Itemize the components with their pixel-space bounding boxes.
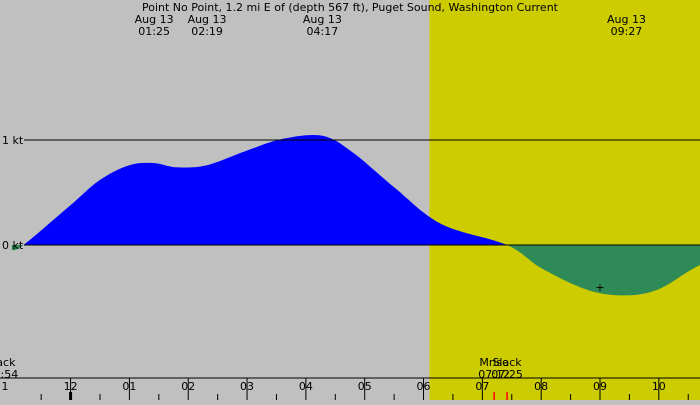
- hour-tick-label: 12: [64, 380, 78, 393]
- hour-tick-label: 03: [240, 380, 254, 393]
- chart-title: Point No Point, 1.2 mi E of (depth 567 f…: [142, 1, 559, 14]
- flood-current-area: [11, 135, 700, 245]
- event-time-label: 09:27: [611, 25, 643, 38]
- event-date-label: Aug 13: [135, 13, 174, 26]
- ebb-current-area: [11, 245, 700, 296]
- bottom-event-kind: Slack: [492, 356, 522, 369]
- y-tick-label: 1 kt: [2, 134, 24, 147]
- hour-tick-label: 10: [652, 380, 666, 393]
- daylight-band: [429, 0, 700, 400]
- event-date-label: Aug 13: [607, 13, 646, 26]
- bottom-event-time: 07:25: [491, 368, 523, 381]
- hour-tick-label: 06: [417, 380, 431, 393]
- bottom-event-time: 0:54: [0, 368, 18, 381]
- event-date-label: Aug 13: [303, 13, 342, 26]
- reference-lines: 1 kt 0 kt: [2, 134, 700, 252]
- hour-tick-label: 1: [2, 380, 9, 393]
- hour-tick-label: 07: [475, 380, 489, 393]
- event-time-label: 01:25: [138, 25, 170, 38]
- hour-tick-label: 01: [122, 380, 136, 393]
- hour-tick-label: 05: [358, 380, 372, 393]
- hour-tick-label: 04: [299, 380, 313, 393]
- hour-tick-label: 02: [181, 380, 195, 393]
- chart-marks: 1201020304050607080910111201020304050607…: [0, 13, 700, 400]
- hour-tick-label: 09: [593, 380, 607, 393]
- y-tick-label: 0 kt: [2, 239, 24, 252]
- plus-marker: +: [595, 281, 604, 294]
- bottom-event-kind: Mrise: [479, 356, 509, 369]
- event-date-label: Aug 13: [188, 13, 227, 26]
- event-time-label: 02:19: [191, 25, 223, 38]
- bottom-event-kind: ack: [0, 356, 16, 369]
- event-time-label: 04:17: [307, 25, 339, 38]
- bottom-event-time: 07:12: [478, 368, 510, 381]
- hour-tick-label: 08: [534, 380, 548, 393]
